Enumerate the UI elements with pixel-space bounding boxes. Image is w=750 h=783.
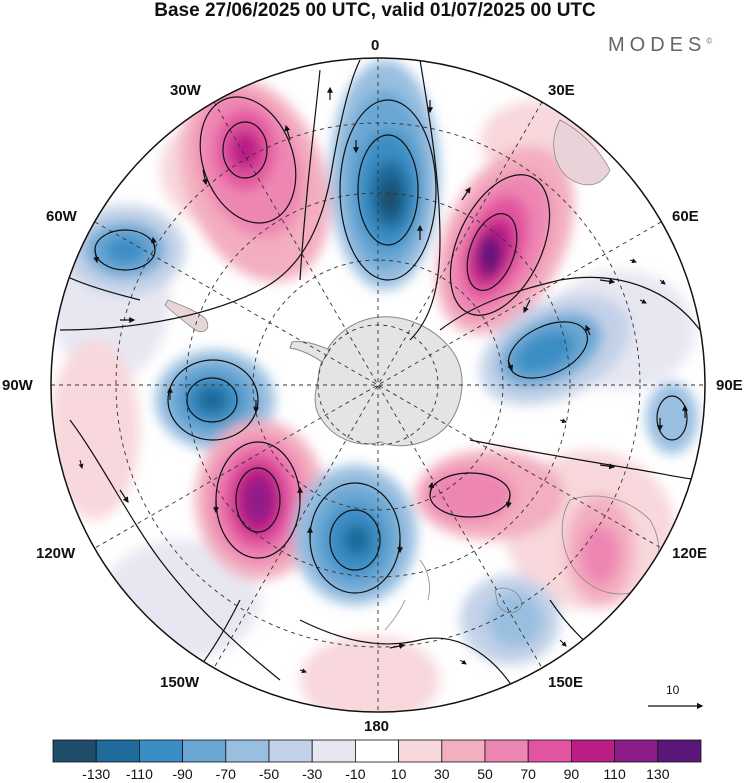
- lon-label-120w: 120W: [36, 545, 76, 562]
- map-title: Base 27/06/2025 00 UTC, valid 01/07/2025…: [154, 0, 596, 21]
- colorbar-tick-label: 50: [477, 766, 493, 782]
- colorbar-swatch: [311, 739, 356, 763]
- modes-logo: MODES©: [608, 34, 712, 57]
- graticule: [51, 58, 705, 712]
- polar-map: [50, 57, 706, 713]
- colorbar-swatch: [441, 739, 486, 763]
- colorbar-swatch: [527, 739, 572, 763]
- new-zealand: [384, 559, 430, 631]
- lon-label-60e: 60E: [672, 208, 699, 225]
- colorbar-tick-label: -90: [172, 766, 193, 782]
- colorbar-tick-label: 90: [563, 766, 580, 782]
- colorbar-swatch: [657, 739, 702, 763]
- lon-label-90e: 90E: [716, 377, 743, 394]
- colorbar-swatch: [398, 739, 443, 763]
- lon-label-180: 180: [364, 718, 390, 735]
- lon-label-30e: 30E: [548, 82, 575, 99]
- colorbar-tick-label: 30: [434, 766, 450, 782]
- lon-label-150e: 150E: [548, 674, 584, 691]
- lon-label-60w: 60W: [46, 208, 77, 225]
- colorbar-swatch: [95, 739, 140, 763]
- colorbar-tick-label: 130: [646, 766, 670, 782]
- lon-label-90w: 90W: [2, 377, 33, 394]
- colorbar-tick-label: -50: [258, 766, 280, 782]
- wind-vectors: [93, 86, 688, 649]
- colorbar-tick-label: -30: [302, 766, 323, 782]
- brand-text: MODES: [608, 34, 707, 56]
- brand-mark: ©: [706, 36, 713, 46]
- colorbar-tick-label: 10: [390, 766, 407, 782]
- colorbar-tick-label: 70: [520, 766, 536, 782]
- colorbar-swatch: [614, 739, 659, 763]
- colorbar-swatch: [571, 739, 616, 763]
- colorbar-tick-label: -70: [215, 766, 236, 782]
- reference-vector-label: 10: [666, 683, 680, 697]
- colorbar-tick-label: -110: [125, 766, 153, 782]
- colorbar-swatch: [484, 739, 529, 763]
- lon-label-0: 0: [371, 37, 380, 54]
- colorbar-tick-label: -130: [82, 766, 111, 782]
- colorbar: [52, 739, 702, 763]
- colorbar-swatch: [182, 739, 227, 763]
- africa: [553, 119, 611, 186]
- lon-label-30w: 30W: [170, 82, 201, 99]
- antarctic-peninsula: [289, 341, 331, 363]
- colorbar-swatch: [268, 739, 313, 763]
- colorbar-swatch: [138, 739, 183, 763]
- colorbar-swatch: [52, 739, 97, 763]
- colorbar-swatch: [225, 739, 270, 763]
- antarctica: [314, 316, 463, 447]
- tasmania: [494, 587, 523, 613]
- wind-streamlines: [54, 59, 705, 701]
- map-boundary: [50, 57, 706, 713]
- lon-label-150w: 150W: [160, 674, 200, 691]
- colorbar-swatch: [354, 739, 399, 763]
- colorbar-tick-label: -10: [345, 766, 366, 782]
- lon-label-120e: 120E: [672, 545, 708, 562]
- colorbar-tick-label: 110: [603, 766, 626, 782]
